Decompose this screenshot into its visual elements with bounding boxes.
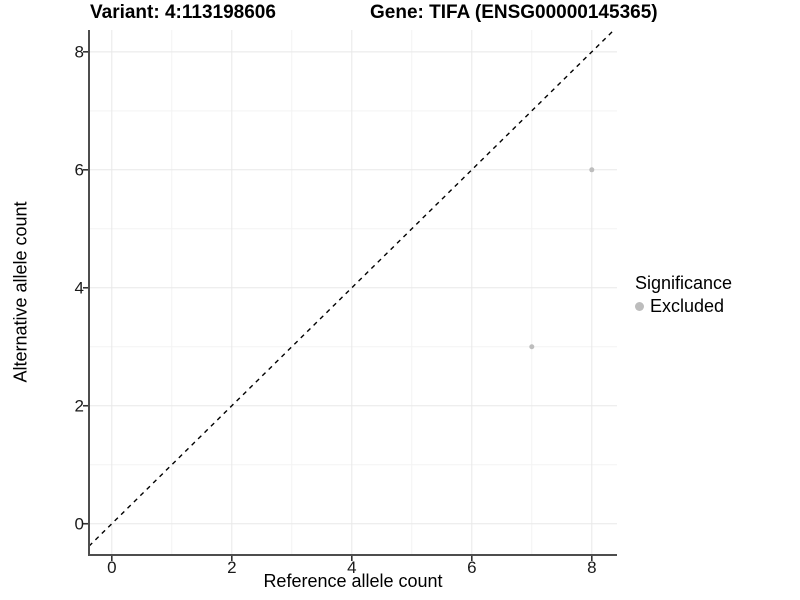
x-axis-title: Reference allele count	[263, 571, 443, 591]
excluded-point-icon	[635, 301, 644, 311]
plot-title-variant: Variant: 4:113198606	[90, 2, 276, 23]
data-point	[529, 344, 535, 350]
legend: Significance Excluded	[635, 272, 732, 316]
plot-title-gene: Gene: TIFA (ENSG00000145365)	[370, 2, 658, 23]
identity-reference-line	[88, 29, 615, 547]
data-point	[589, 167, 595, 173]
plot-panel	[83, 29, 617, 561]
y-axis-title: Alternative allele count	[10, 201, 31, 383]
legend-title: Significance	[635, 273, 733, 293]
legend-item-excluded: Excluded	[635, 296, 732, 316]
panel-background	[89, 30, 617, 555]
legend-item-label: Excluded	[650, 296, 725, 316]
